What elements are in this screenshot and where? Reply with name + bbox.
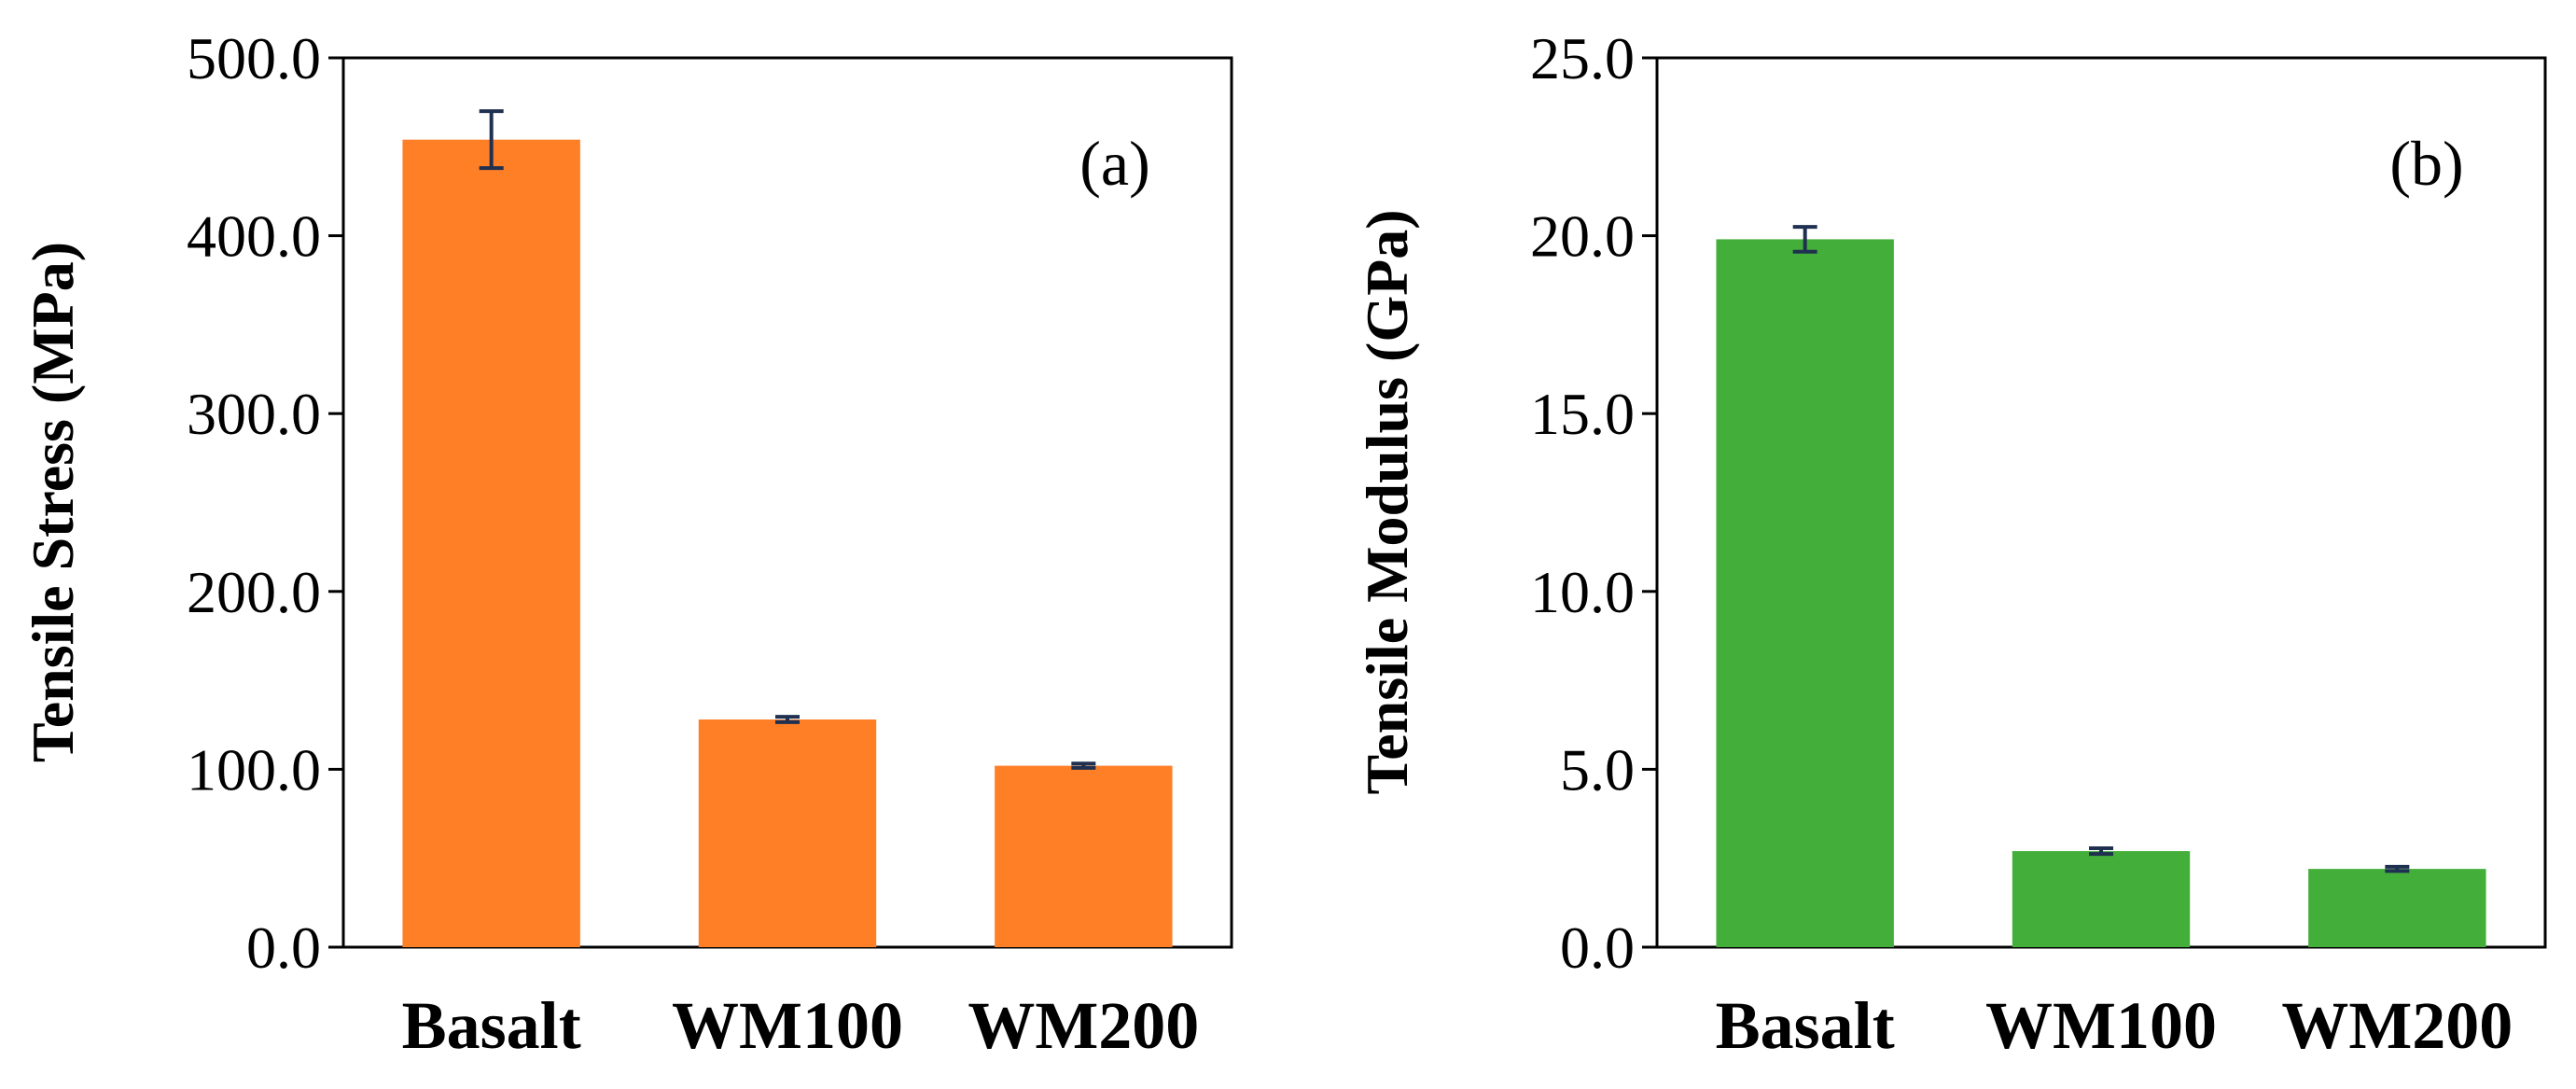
bar-basalt [402,139,580,947]
y-tick-label: 25.0 [1530,25,1635,91]
x-tick-label-basalt: Basalt [1716,988,1895,1063]
x-tick-label-wm100: WM100 [672,988,903,1063]
y-tick-label: 400.0 [187,203,321,270]
y-tick-label: 5.0 [1560,736,1635,803]
y-tick-label: 200.0 [187,559,321,625]
y-tick-label: 100.0 [187,736,321,803]
bar-basalt [1716,239,1894,947]
error-bar-group [479,109,1096,770]
panel-label: (b) [2389,128,2463,199]
x-tick-label-group: Basalt WM100 WM200 [1716,988,2513,1063]
x-tick-label-wm200: WM200 [2281,988,2513,1063]
y-tick-label: 10.0 [1530,559,1635,625]
y-tick-label: 20.0 [1530,203,1635,270]
x-tick-label-wm100: WM100 [1985,988,2217,1063]
bar-wm200 [995,765,1173,947]
y-axis-title: Tensile Modulus (GPa) [1354,209,1420,794]
y-axis-title: Tensile Stress (MPa) [20,242,86,762]
y-tick-label: 0.0 [1560,914,1635,981]
y-tick-label: 15.0 [1530,381,1635,447]
bar-wm100 [2012,851,2191,947]
panel-label: (a) [1079,128,1149,199]
y-tick-group: 0.0 100.0 200.0 300.0 400.0 500.0 [187,25,343,981]
y-tick-label: 0.0 [246,914,321,981]
bar-wm100 [698,719,877,947]
bar-group [402,139,1173,947]
y-tick-label: 500.0 [187,25,321,91]
bar-group [1716,239,2486,947]
x-tick-label-group: Basalt WM100 WM200 [402,988,1200,1063]
x-tick-label-basalt: Basalt [402,988,581,1063]
error-bar-group [1792,225,2410,873]
x-tick-label-wm200: WM200 [968,988,1199,1063]
bar-wm200 [2308,869,2486,947]
chart-panel-b: 0.05.010.015.020.025.0 Basalt WM100 WM200 … [1354,25,2547,1063]
y-tick-group: 0.0 5.0 10.0 15.0 20.0 25.0 [1530,25,1657,981]
chart-panel-a: 0.0 100.0 200.0 300.0 400.0 500.0 Basalt WM100… [20,25,1233,1063]
y-tick-label: 300.0 [187,381,321,447]
